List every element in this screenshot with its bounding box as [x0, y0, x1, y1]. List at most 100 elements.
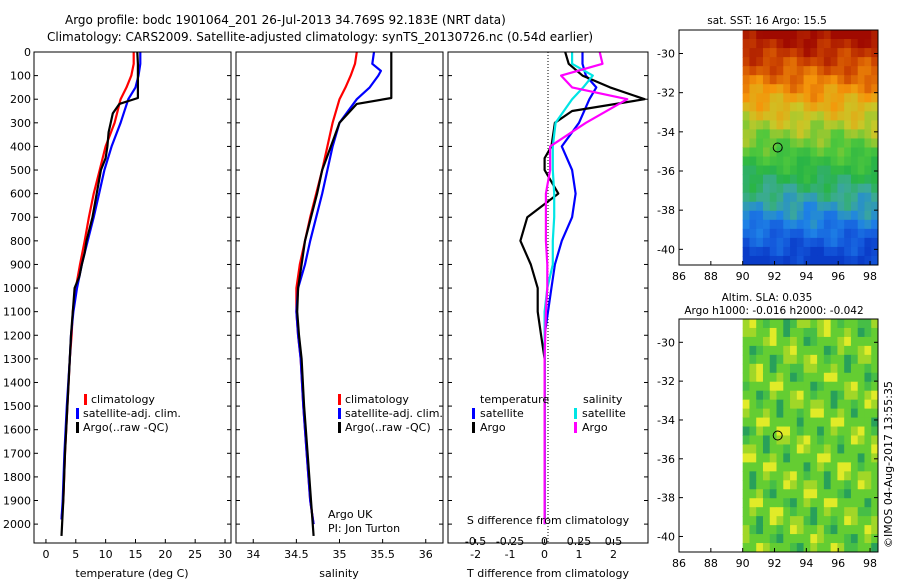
heatmap-cell — [783, 345, 791, 356]
heatmap-cell — [871, 219, 879, 230]
heatmap-cell — [756, 417, 764, 428]
heatmap-cell — [756, 30, 764, 40]
heatmap-cell — [790, 390, 798, 401]
heatmap-cell — [783, 84, 791, 94]
heatmap-cell — [817, 57, 825, 67]
heatmap-cell — [837, 102, 845, 112]
salinity-ticks: 34 34.5 35 35.5 36 — [236, 51, 443, 561]
heatmap-cell — [837, 372, 845, 383]
heatmap-cell — [749, 138, 757, 148]
heatmap-cell — [796, 228, 805, 239]
heatmap-cell — [803, 462, 811, 472]
heatmap-cell — [864, 255, 872, 266]
heatmap-cell — [803, 129, 811, 139]
x-tick-label-salinity: 0.5 — [605, 535, 623, 548]
heatmap-cell — [790, 319, 798, 329]
heatmap-cell — [850, 156, 859, 167]
y-tick-label: 800 — [10, 235, 31, 248]
heatmap-cell — [756, 147, 764, 158]
heatmap-cell — [810, 372, 818, 383]
heatmap-cell — [871, 84, 879, 94]
heatmap-cell — [837, 129, 845, 139]
x-tick-label: 96 — [831, 557, 845, 570]
x-tick-label: 0 — [42, 548, 49, 561]
heatmap-cell — [742, 174, 750, 185]
y-tick-label: -38 — [657, 492, 675, 505]
heatmap-cell — [749, 84, 757, 94]
heatmap-cell — [790, 138, 798, 148]
heatmap-cell — [871, 156, 879, 167]
heatmap-cell — [850, 354, 859, 365]
heatmap-cell — [830, 543, 838, 553]
heatmap-cell — [857, 192, 865, 203]
heatmap-cell — [857, 336, 865, 347]
heatmap-cell — [742, 111, 750, 121]
heatmap-cell — [769, 237, 778, 248]
heatmap-cell — [857, 66, 865, 76]
heatmap-cell — [864, 426, 872, 436]
heatmap-cell — [823, 453, 832, 463]
heatmap-cell — [817, 543, 825, 553]
heatmap-cell — [857, 93, 865, 103]
heatmap-cell — [762, 129, 771, 139]
heatmap-cell — [844, 453, 852, 463]
heatmap-cell — [844, 120, 852, 130]
heatmap-cell — [742, 489, 750, 499]
heatmap-cell — [871, 93, 879, 103]
heatmap-cell — [823, 507, 832, 517]
heatmap-cell — [742, 354, 750, 365]
heatmap-cell — [817, 408, 825, 419]
heatmap-cell — [810, 435, 818, 445]
heatmap-cell — [796, 93, 805, 103]
heatmap-cell — [756, 219, 764, 230]
heatmap-cell — [762, 111, 771, 121]
heatmap-cell — [749, 471, 757, 481]
x-tick-label: 94 — [799, 557, 813, 570]
heatmap-cell — [810, 39, 818, 49]
heatmap-cell — [762, 165, 771, 176]
heatmap-cell — [769, 30, 778, 40]
heatmap-cell — [756, 93, 764, 103]
heatmap-cell — [817, 93, 825, 103]
heatmap-cell — [742, 417, 750, 428]
x-tick-label-temperature: -2 — [470, 548, 481, 561]
heatmap-cell — [776, 453, 784, 463]
heatmap-cell — [742, 381, 750, 392]
heatmap-cell — [810, 75, 818, 85]
heatmap-cell — [837, 390, 845, 401]
heatmap-cell — [776, 228, 784, 239]
heatmap-cell — [749, 75, 757, 85]
heatmap-cell — [742, 210, 750, 221]
heatmap-cell — [742, 228, 750, 239]
heatmap-cell — [850, 102, 859, 112]
heatmap-cell — [817, 246, 825, 257]
heatmap-cell — [850, 435, 859, 445]
heatmap-cell — [749, 183, 757, 194]
heatmap-cell — [756, 120, 764, 130]
heatmap-cell — [817, 147, 825, 158]
heatmap-cell — [756, 426, 764, 436]
heatmap-cell — [823, 489, 832, 499]
heatmap-cell — [864, 30, 872, 40]
heatmap-cell — [796, 525, 805, 535]
heatmap-cell — [776, 156, 784, 167]
heatmap-cell — [742, 319, 750, 329]
sst-map-frame — [678, 29, 879, 266]
heatmap-cell — [776, 399, 784, 410]
heatmap-cell — [810, 507, 818, 517]
heatmap-cell — [796, 336, 805, 347]
heatmap-cell — [810, 147, 818, 158]
heatmap-cell — [864, 372, 872, 383]
heatmap-cell — [864, 381, 872, 392]
heatmap-cell — [830, 129, 838, 139]
heatmap-cell — [769, 255, 778, 266]
heatmap-cell — [830, 102, 838, 112]
heatmap-cell — [749, 345, 757, 356]
heatmap-cell — [837, 255, 845, 266]
title-line1: Argo profile: bodc 1901064_201 26-Jul-20… — [65, 13, 506, 27]
heatmap-cell — [837, 183, 845, 194]
heatmap-cell — [796, 381, 805, 392]
x-tick-label: 34 — [246, 548, 260, 561]
heatmap-cell — [742, 390, 750, 401]
